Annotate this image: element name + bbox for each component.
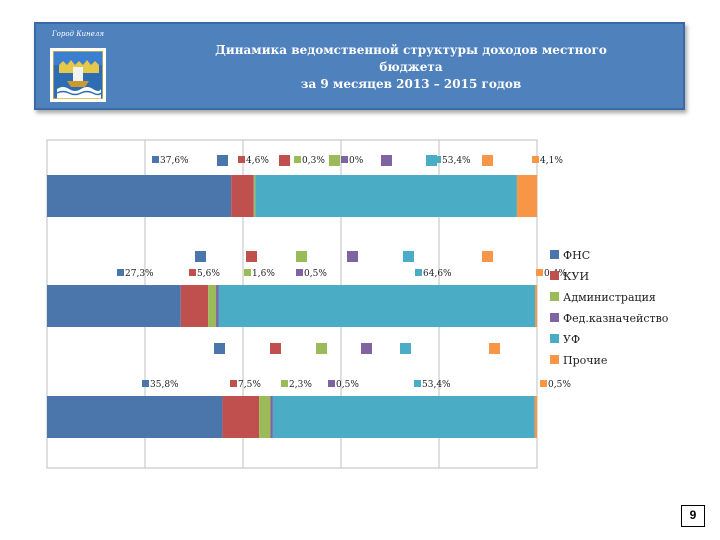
data-label: 35,8% <box>150 380 179 390</box>
series-marker <box>489 343 500 354</box>
label-key <box>244 269 251 276</box>
label-key <box>230 380 237 387</box>
legend-key <box>550 313 559 322</box>
series-marker <box>217 155 228 166</box>
label-key <box>152 156 159 163</box>
legend-key <box>550 292 559 301</box>
bar-segment <box>255 175 517 217</box>
bar-segment <box>47 175 232 217</box>
label-key <box>328 380 335 387</box>
label-key <box>294 156 301 163</box>
data-label: 4,1% <box>540 156 563 166</box>
bar-segment <box>216 285 219 327</box>
label-key <box>434 156 441 163</box>
data-label: 37,6% <box>160 156 189 166</box>
label-key <box>296 269 303 276</box>
page-number: 9 <box>681 505 705 527</box>
bar-segment <box>218 285 536 327</box>
legend-label: Администрация <box>563 291 656 304</box>
data-label: 27,3% <box>125 269 154 279</box>
series-marker <box>270 343 281 354</box>
bar-segment <box>208 285 217 327</box>
series-marker <box>403 251 414 262</box>
bar-segment <box>231 175 254 217</box>
data-label: 64,6% <box>423 269 452 279</box>
series-marker <box>347 251 358 262</box>
label-key <box>341 156 348 163</box>
legend-label: ФНС <box>563 249 590 262</box>
series-marker <box>329 155 340 166</box>
legend-label: Прочие <box>563 354 607 367</box>
series-marker <box>400 343 411 354</box>
legend-key <box>550 271 559 280</box>
series-marker <box>296 251 307 262</box>
bar-segment <box>259 396 271 438</box>
legend-label: КУИ <box>563 270 589 283</box>
data-label: 1,6% <box>252 269 275 279</box>
label-key <box>414 380 421 387</box>
label-key <box>189 269 196 276</box>
series-marker <box>214 343 225 354</box>
series-marker <box>361 343 372 354</box>
bar-segment <box>270 396 273 438</box>
title-line-2: за 9 месяцев 2013 – 2015 годов <box>300 77 522 91</box>
series-marker <box>426 155 437 166</box>
label-key <box>142 380 149 387</box>
slide-title: Динамика ведомственной структуры доходов… <box>186 42 636 93</box>
bar-segment <box>180 285 209 327</box>
data-label: 4,6% <box>246 156 269 166</box>
series-marker <box>381 155 392 166</box>
city-coat-of-arms-ship-icon <box>50 48 106 102</box>
series-marker <box>482 155 493 166</box>
data-label: 0,5% <box>304 269 327 279</box>
bar-segment <box>47 285 181 327</box>
bar-segment <box>534 396 537 438</box>
legend-key <box>550 334 559 343</box>
data-label: 5,6% <box>197 269 220 279</box>
data-label: 0,3% <box>302 156 325 166</box>
bar-segment <box>222 396 260 438</box>
label-key <box>415 269 422 276</box>
city-name: Город Кинеля <box>52 30 104 38</box>
label-key <box>532 156 539 163</box>
data-label: 0% <box>349 156 364 166</box>
bar-segment <box>47 396 223 438</box>
legend-label: Фед.казначейство <box>563 312 669 325</box>
data-label: 53,4% <box>442 156 471 166</box>
series-marker <box>279 155 290 166</box>
series-marker <box>316 343 327 354</box>
label-key <box>540 380 547 387</box>
label-key <box>536 269 543 276</box>
legend-label: УФ <box>563 333 580 346</box>
data-label: 2,3% <box>289 380 312 390</box>
series-marker <box>482 251 493 262</box>
data-label: 0,5% <box>336 380 359 390</box>
legend-key <box>550 250 559 259</box>
bar-segment <box>272 396 535 438</box>
legend-key <box>550 355 559 364</box>
bar-segment <box>516 175 537 217</box>
bar-segment <box>253 175 256 217</box>
data-label: 0,5% <box>548 380 571 390</box>
data-label: 7,5% <box>238 380 261 390</box>
data-label: 53,4% <box>422 380 451 390</box>
label-key <box>117 269 124 276</box>
label-key <box>238 156 245 163</box>
series-marker <box>195 251 206 262</box>
series-marker <box>246 251 257 262</box>
title-line-1: Динамика ведомственной структуры доходов… <box>215 43 607 74</box>
bar-segment <box>535 285 537 327</box>
label-key <box>281 380 288 387</box>
slide-header: Город Кинеля Динамика ведомственной стру… <box>34 22 685 110</box>
